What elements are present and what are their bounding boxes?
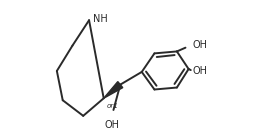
Text: OH: OH xyxy=(105,120,120,130)
Text: OH: OH xyxy=(192,66,208,76)
Text: OH: OH xyxy=(192,40,208,50)
Text: or1: or1 xyxy=(107,103,119,109)
Polygon shape xyxy=(104,82,123,98)
Text: NH: NH xyxy=(93,14,107,24)
